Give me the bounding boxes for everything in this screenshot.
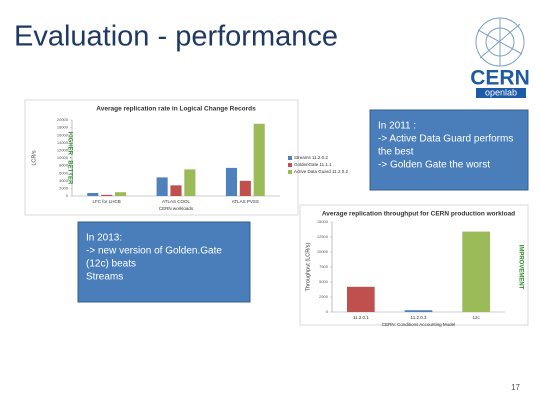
y-axis-label: Throughput (LCR/s) <box>305 243 311 292</box>
bar <box>87 192 99 196</box>
legend-label: Active Data Guard 11.2.0.2 <box>294 169 348 174</box>
y-tick-label: 14000 <box>57 140 69 145</box>
note-line: In 2011 : <box>378 121 416 132</box>
bar <box>156 177 168 196</box>
logo-name: CERN <box>470 67 530 90</box>
slide-title: Evaluation - performance <box>14 21 338 53</box>
bar <box>239 180 251 196</box>
y-tick-label: 0 <box>66 193 69 198</box>
x-axis-label: CERN workloads <box>159 206 194 211</box>
note-box <box>369 109 529 191</box>
bar <box>462 231 491 312</box>
note-line: -> new version of Golden.Gate <box>86 246 222 257</box>
y-tick-label: 20000 <box>57 117 69 122</box>
annotation: IMPROVEMENT <box>517 245 523 290</box>
y-tick-label: 15000 <box>317 219 329 224</box>
y-axis-label: LCR/s <box>31 150 37 166</box>
legend-label: GoldenGate 11.1.1 <box>294 162 332 167</box>
note-line: -> Active Data Guard performs <box>378 134 513 145</box>
bar <box>404 310 433 312</box>
x-tick-label: 11.2.0.3 <box>411 315 427 320</box>
legend-swatch <box>288 163 292 167</box>
x-tick-label: LFC for LHCB <box>93 199 121 204</box>
bar <box>184 169 196 196</box>
y-tick-label: 18000 <box>57 125 69 130</box>
note-line: In 2013: <box>86 233 122 244</box>
logo-graphic <box>475 17 525 67</box>
bar <box>253 123 265 196</box>
y-tick-label: 10000 <box>57 155 69 160</box>
chart-title: Average replication throughput for CERN … <box>322 211 515 218</box>
page-number: 17 <box>511 383 520 392</box>
x-tick-label: ATLAS PVSS <box>232 199 259 204</box>
legend-label: Streams 11.2.0.2 <box>294 155 328 160</box>
y-tick-label: 12000 <box>57 147 69 152</box>
annotation: HIGHER - BETTER <box>66 132 72 185</box>
y-tick-label: 8000 <box>59 163 69 168</box>
x-tick-label: ATLAS COOL <box>162 199 190 204</box>
y-tick-label: 0 <box>326 309 329 314</box>
note-line: (12c) beats <box>86 259 136 270</box>
bar <box>114 192 127 196</box>
note-line: -> Golden Gate the worst <box>378 160 490 171</box>
legend-swatch <box>288 156 292 160</box>
y-tick-label: 16000 <box>57 132 69 137</box>
note-line: the best <box>378 147 414 158</box>
bar <box>346 286 375 312</box>
logo-sub: openlab <box>485 87 517 97</box>
note-line: Streams <box>86 272 123 283</box>
bar <box>170 185 182 196</box>
y-tick-label: 12500 <box>317 234 329 239</box>
y-tick-label: 2000 <box>59 185 69 190</box>
note-box <box>77 221 251 303</box>
y-tick-label: 4000 <box>59 178 69 183</box>
y-tick-label: 7500 <box>319 264 329 269</box>
chart-title: Average replication rate in Logical Chan… <box>96 106 256 113</box>
y-tick-label: 6000 <box>59 170 69 175</box>
bar <box>225 167 238 196</box>
logo-band <box>476 88 526 98</box>
legend-swatch <box>288 170 292 174</box>
y-tick-label: 5000 <box>319 279 329 284</box>
y-tick-label: 10000 <box>317 249 329 254</box>
chart-panel <box>299 204 529 326</box>
bar <box>101 194 113 196</box>
y-tick-label: 2500 <box>319 294 329 299</box>
x-tick-label: 12c <box>473 315 481 320</box>
x-tick-label: 11.2.0.1 <box>353 315 369 320</box>
x-axis-label: CERN: Conditions Accounting Model <box>382 322 455 327</box>
